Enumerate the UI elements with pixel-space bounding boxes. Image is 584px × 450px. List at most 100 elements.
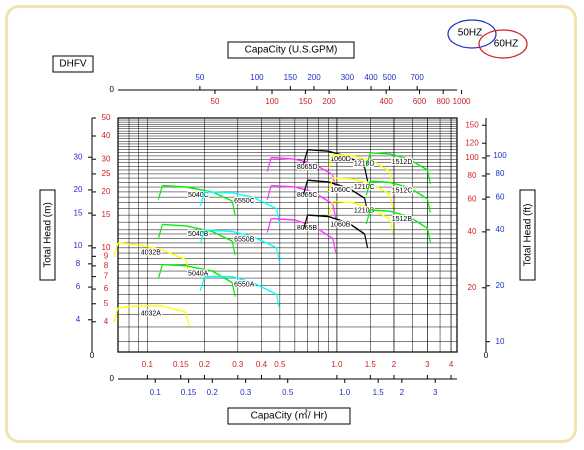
bottom-axis-title: CapaCity (㎥/ Hr) [251, 409, 328, 422]
top-red-tick-label: 50 [211, 97, 220, 106]
curve-label-5040A: 5040A [188, 271, 209, 278]
top-red-tick-label: 800 [437, 97, 451, 106]
top-axis-zero: 0 [110, 85, 115, 94]
curve-1210B [332, 200, 391, 220]
top-red-tick-label: 1000 [453, 97, 471, 106]
bottom-red-tick-label: 1.5 [365, 360, 377, 369]
left-blue-tick-label: 4 [76, 315, 81, 324]
curve-end-6550C [275, 208, 281, 223]
curve-start-8065B [266, 218, 272, 233]
curve-5040B [162, 223, 233, 242]
curve-label-1210C: 1210C [354, 184, 375, 191]
left-red-tick-label: 20 [102, 187, 111, 196]
left-red-tick-label: 25 [102, 169, 111, 178]
curve-start-5040A [157, 264, 163, 279]
bottom-red-tick-label: 0.15 [173, 360, 189, 369]
left-blue-tick-label: 30 [74, 152, 83, 161]
curve-start-1512B [365, 209, 371, 225]
left-red-tick-label: 5 [104, 299, 109, 308]
left-red-tick-label: 8 [104, 261, 109, 270]
curve-end-8065B [332, 238, 337, 253]
curve-6550B [204, 229, 277, 249]
curve-start-8065D [266, 157, 272, 172]
curve-1060D [307, 149, 365, 168]
curve-1210C [332, 177, 391, 196]
bottom-blue-tick-label: 0.5 [282, 388, 294, 397]
bottom-red-tick-label: 0.2 [199, 360, 211, 369]
curve-1210D [332, 153, 391, 173]
curve-label-1210B: 1210B [354, 208, 375, 215]
curve-1512C [370, 180, 428, 200]
bottom-red-tick-label: 0.3 [232, 360, 244, 369]
left-blue-tick-label: 10 [74, 241, 83, 250]
left-axis-zero: 0 [90, 351, 95, 360]
curve-label-8065D: 8065D [297, 164, 318, 171]
curve-start-1060C [302, 180, 309, 195]
left-axis-title-box [39, 189, 56, 281]
legend-50hz-ellipse [447, 19, 497, 49]
top-blue-tick-label: 100 [250, 73, 264, 82]
left-red-tick-label: 15 [102, 210, 111, 219]
curve-end-5040C [231, 200, 236, 216]
right-blue-tick-label: 20 [496, 281, 505, 290]
left-red-tick-label: 7 [104, 272, 109, 281]
curve-label-1060C: 1060C [330, 187, 351, 194]
top-axis-title-box [227, 41, 355, 59]
curve-end-1512D [426, 169, 431, 185]
right-red-tick-label: 60 [468, 194, 477, 203]
curve-label-6550A: 6550A [234, 281, 255, 288]
left-red-tick-label: 50 [102, 113, 111, 122]
bottom-red-tick-label: 1.0 [331, 360, 343, 369]
right-red-tick-label: 100 [465, 153, 479, 162]
right-axis-zero: 0 [484, 351, 489, 360]
curve-start-6550A [199, 276, 206, 291]
right-blue-tick-label: 10 [496, 337, 505, 346]
bottom-axis-title-box [227, 407, 351, 425]
right-red-tick-label: 120 [465, 138, 479, 147]
curve-end-1512C [426, 198, 431, 213]
top-red-tick-label: 400 [379, 97, 393, 106]
left-red-tick-label: 9 [104, 251, 109, 260]
bottom-red-tick-label: 2 [392, 360, 397, 369]
curve-1512B [370, 209, 428, 229]
top-red-tick-label: 150 [299, 97, 313, 106]
curve-1060B [307, 214, 365, 235]
performance-curves: 4032A 4032B 5040A 5040B 5040C 6550A 6550B 6550C… [113, 149, 431, 327]
curve-start-4032A [113, 307, 119, 323]
curve-1060C [307, 179, 365, 199]
chart-frame [5, 5, 577, 443]
curve-label-6550C: 6550C [234, 198, 255, 205]
curve-6550A [204, 275, 277, 295]
left-blue-tick-label: 15 [74, 208, 83, 217]
top-blue-tick-label: 500 [383, 73, 397, 82]
legend-60hz-label: 60HZ [494, 39, 518, 50]
curve-8065C [271, 184, 334, 205]
right-blue-tick-label: 80 [496, 169, 505, 178]
top-blue-tick-label: 200 [307, 73, 321, 82]
bottom-red-tick-label: 3 [425, 360, 430, 369]
bottom-blue-tick-label: 1.5 [373, 388, 385, 397]
curve-label-1512B: 1512B [392, 216, 413, 223]
top-blue-tick-label: 700 [410, 73, 424, 82]
curve-end-8065D [332, 174, 337, 189]
curve-start-1060B [302, 214, 309, 230]
curve-label-1512C: 1512C [392, 187, 413, 194]
bottom-blue-tick-label: 0.15 [181, 388, 197, 397]
top-blue-tick-label: 50 [195, 73, 204, 82]
curve-label-4032B: 4032B [141, 250, 162, 257]
curve-4032A [117, 305, 187, 313]
curve-end-1210B [389, 219, 394, 234]
curve-end-6550A [275, 294, 281, 309]
curve-start-1210C [328, 177, 334, 193]
top-blue-tick-label: 150 [284, 73, 298, 82]
grid [117, 117, 457, 352]
bottom-red-tick-label: 0.4 [256, 360, 268, 369]
left-axis-title: Total Head (m) [43, 202, 54, 268]
curve-end-4032A [185, 312, 190, 327]
bottom-blue-tick-label: 0.2 [207, 388, 219, 397]
curve-end-1060B [364, 233, 369, 249]
legend-50hz-label: 50HZ [458, 28, 482, 39]
curve-4032B [117, 242, 187, 261]
curve-label-1210D: 1210D [354, 160, 375, 167]
curve-start-1512D [365, 152, 371, 167]
